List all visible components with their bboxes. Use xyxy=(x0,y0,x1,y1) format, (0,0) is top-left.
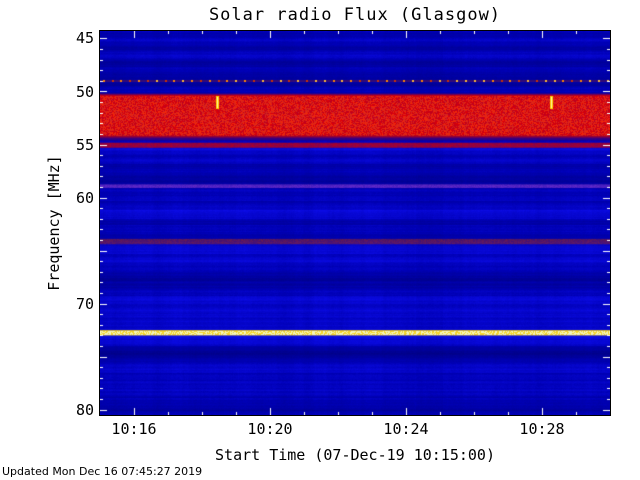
y-tick-label-60: 60 xyxy=(75,189,94,207)
x-tick-label-1028: 10:28 xyxy=(519,420,565,438)
y-tick-label-45: 45 xyxy=(75,29,94,47)
y-tick-label-50: 50 xyxy=(75,83,94,101)
y-tick-label-70: 70 xyxy=(75,295,94,313)
y-tick-label-80: 80 xyxy=(75,401,94,419)
x-tick-label-1016: 10:16 xyxy=(111,420,157,438)
y-tick-label-55: 55 xyxy=(75,136,94,154)
x-tick-label-1024: 10:24 xyxy=(383,420,429,438)
y-axis-title: Frequency [MHz] xyxy=(45,155,63,291)
chart-title: Solar radio Flux (Glasgow) xyxy=(208,5,502,25)
x-axis-title: Start Time (07-Dec-19 10:15:00) xyxy=(215,446,495,464)
x-tick-label-1020: 10:20 xyxy=(247,420,293,438)
spectrogram-plot xyxy=(99,30,611,416)
updated-timestamp: Updated Mon Dec 16 07:45:27 2019 xyxy=(2,465,203,478)
